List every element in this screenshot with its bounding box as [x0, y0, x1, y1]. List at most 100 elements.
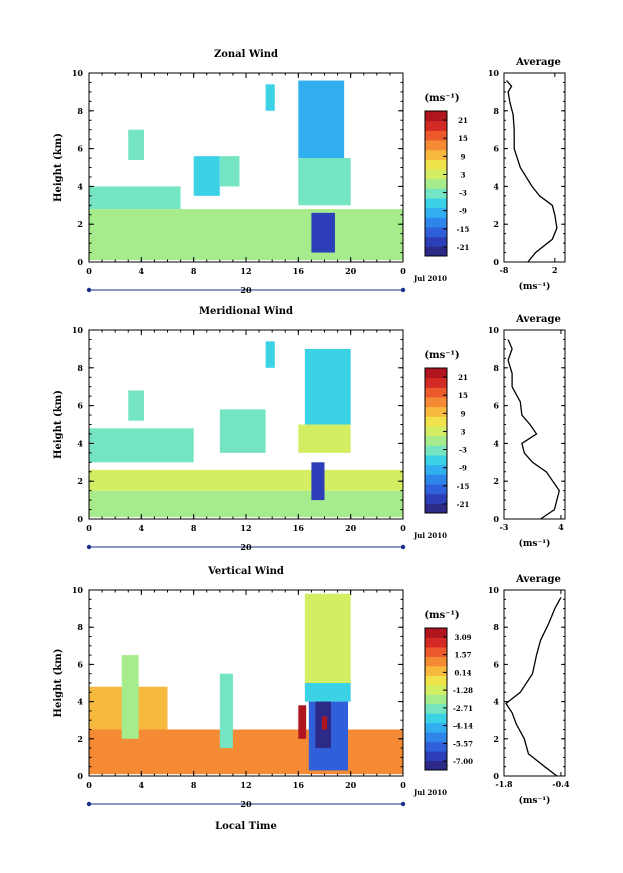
x-tick-label: 0 — [86, 523, 92, 533]
x-tick-label: 12 — [240, 523, 251, 533]
colorbar-tick-label: -15 — [457, 225, 470, 234]
colorbar-swatch — [425, 703, 447, 714]
colorbar-swatch — [425, 387, 447, 398]
colorbar-swatch — [425, 675, 447, 686]
heatmap-cell — [298, 424, 351, 453]
colorbar-swatch — [425, 207, 447, 218]
profile-line — [505, 597, 562, 777]
profile-y-tick-label: 6 — [493, 401, 499, 411]
date-bar-end — [400, 287, 406, 293]
colorbar-tick-label: -5.57 — [453, 739, 473, 748]
colorbar-tick-label: -21 — [457, 500, 470, 509]
y-axis-label: Height (km) — [53, 390, 64, 459]
heatmap-cell — [298, 158, 351, 206]
profile-y-tick-label: 10 — [488, 325, 500, 335]
profile-y-tick-label: 8 — [493, 106, 499, 116]
y-tick-label: 2 — [77, 476, 83, 486]
profile-x-label: (ms⁻¹) — [519, 281, 551, 292]
x-tick-label: 12 — [240, 266, 251, 276]
colorbar-swatch — [425, 416, 447, 427]
x-tick-label: 4 — [139, 780, 145, 790]
heatmap-cell — [89, 490, 403, 518]
x-tick-label: 20 — [345, 780, 357, 790]
colorbar-swatch — [425, 484, 447, 495]
colorbar-swatch — [425, 628, 447, 638]
profile-line — [506, 80, 558, 263]
heatmap-cell — [89, 729, 403, 775]
profile-x-label: (ms⁻¹) — [519, 538, 551, 549]
colorbar-tick-label: 9 — [461, 152, 466, 161]
profile-y-tick-label: 0 — [493, 771, 499, 781]
heatmap-cell — [311, 462, 325, 501]
heatmap-cell — [304, 348, 351, 425]
date-day: 20 — [240, 285, 252, 295]
colorbar-swatch — [425, 368, 447, 379]
profile-x-tick-label: -8 — [500, 265, 509, 275]
panel-title: Vertical Wind — [207, 566, 284, 577]
heatmap-cell — [219, 156, 240, 187]
colorbar-tick-label: 3 — [461, 427, 466, 436]
heatmap-cell — [121, 655, 139, 739]
y-tick-label: 6 — [77, 401, 83, 411]
x-tick-label: 20 — [345, 266, 357, 276]
heatmap-cell — [128, 390, 144, 421]
profile-y-tick-label: 10 — [488, 68, 500, 78]
date-bar-start — [86, 544, 92, 550]
profile-y-tick-label: 4 — [493, 697, 499, 707]
colorbar-swatch — [425, 130, 447, 141]
x-tick-label: 20 — [345, 523, 357, 533]
heatmap-cell — [219, 409, 266, 453]
profile-x-tick-label: 4 — [558, 522, 564, 532]
date-bar-end — [400, 544, 406, 550]
profile-y-tick-label: 0 — [493, 257, 499, 267]
profile-y-tick-label: 6 — [493, 659, 499, 669]
colorbar-swatch — [425, 503, 447, 514]
y-tick-label: 10 — [72, 68, 84, 78]
y-tick-label: 2 — [77, 219, 83, 229]
colorbar-tick-label: -7.00 — [453, 757, 473, 766]
colorbar-swatch — [425, 111, 447, 122]
heatmap-cell — [298, 705, 307, 739]
x-tick-label: 0 — [400, 266, 406, 276]
colorbar-swatch — [425, 646, 447, 657]
date-month: Jul 2010 — [413, 531, 447, 540]
colorbar-tick-label: -9 — [459, 464, 467, 473]
heatmap-cell — [298, 80, 345, 159]
y-tick-label: 6 — [77, 144, 83, 154]
colorbar-unit: (ms⁻¹) — [424, 93, 459, 104]
date-bar-start — [86, 801, 92, 807]
y-axis-label: Height (km) — [53, 649, 64, 718]
profile-x-label: (ms⁻¹) — [519, 795, 551, 806]
profile-y-tick-label: 2 — [493, 476, 499, 486]
profile-y-tick-label: 8 — [493, 622, 499, 632]
heatmap-cell — [304, 683, 351, 702]
profile-line — [507, 339, 561, 520]
heatmap-cell — [193, 156, 220, 196]
heatmap-cell — [311, 212, 335, 253]
colorbar-swatch — [425, 236, 447, 247]
colorbar-tick-label: -1.28 — [453, 686, 473, 695]
colorbar-swatch — [425, 656, 447, 667]
profile-y-tick-label: 4 — [493, 181, 499, 191]
heatmap-cell — [89, 209, 403, 234]
x-tick-label: 4 — [139, 523, 145, 533]
x-tick-label: 16 — [293, 523, 305, 533]
profile-x-tick-label: -0.4 — [552, 779, 570, 789]
colorbar-tick-label: 15 — [458, 391, 468, 400]
x-tick-label: 0 — [86, 266, 92, 276]
y-tick-label: 8 — [77, 106, 83, 116]
colorbar-tick-label: 21 — [458, 116, 468, 125]
colorbar-frame — [424, 110, 448, 257]
y-axis-label: Height (km) — [53, 133, 64, 202]
colorbar-swatch — [425, 159, 447, 170]
heatmap-cell — [89, 469, 403, 491]
profile-y-tick-label: 4 — [493, 438, 499, 448]
y-tick-label: 10 — [72, 325, 84, 335]
profile-x-tick-label: 2 — [552, 265, 558, 275]
y-tick-label: 0 — [77, 257, 83, 267]
date-bar-start — [86, 287, 92, 293]
x-tick-label: 12 — [240, 780, 251, 790]
colorbar-swatch — [425, 246, 447, 257]
x-tick-label: 0 — [400, 780, 406, 790]
